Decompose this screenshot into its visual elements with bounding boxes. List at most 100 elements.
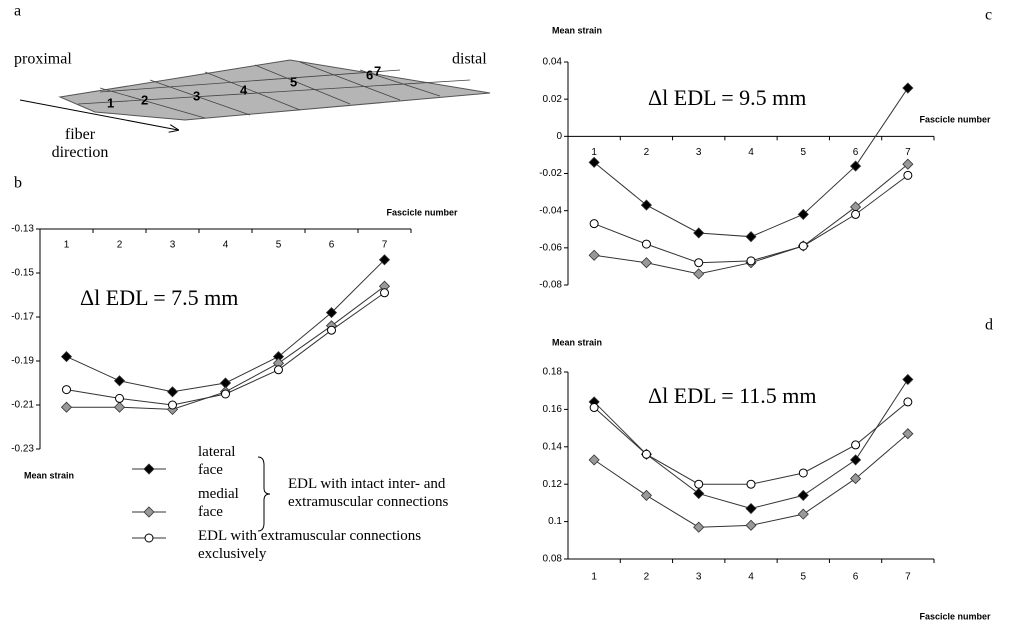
data-point	[115, 393, 124, 403]
annotation: Δl EDL = 9.5 mm	[648, 85, 806, 110]
y-axis-label: Mean strain	[24, 470, 74, 480]
series-line	[593, 87, 909, 238]
y-tick-label: -0.13	[11, 224, 34, 235]
legend-brace	[257, 456, 271, 532]
data-point	[693, 521, 705, 533]
muscle-diagram	[19, 59, 491, 130]
data-point	[798, 468, 808, 478]
legend-label: EDL with extramuscular connections exclus…	[198, 528, 421, 562]
data-point	[589, 219, 599, 229]
legend-marker	[143, 463, 155, 475]
data-point	[850, 454, 862, 466]
data-point	[851, 440, 861, 450]
x-tick-label: 6	[853, 572, 859, 583]
data-point	[640, 489, 652, 501]
data-point	[221, 389, 230, 399]
data-point	[903, 397, 913, 407]
data-point	[902, 373, 914, 386]
y-tick-label: -0.02	[539, 168, 562, 179]
y-tick-label: -0.23	[11, 444, 34, 455]
x-tick-label: 7	[905, 147, 911, 158]
data-point	[902, 82, 914, 94]
data-point	[378, 254, 391, 266]
y-tick-label: -0.19	[11, 356, 34, 367]
y-tick-label: -0.08	[539, 280, 562, 291]
x-axis-label: Fascicle number	[919, 611, 991, 621]
data-point	[851, 209, 861, 219]
x-tick-label: 3	[696, 147, 702, 158]
data-point	[380, 288, 389, 298]
x-tick-label: 2	[117, 240, 123, 251]
data-point	[60, 401, 73, 413]
data-point	[327, 325, 336, 335]
data-point	[113, 375, 126, 387]
legend-marker	[144, 533, 154, 543]
x-tick-label: 2	[644, 147, 650, 158]
data-point	[589, 403, 599, 413]
data-point	[745, 502, 757, 515]
data-point	[274, 365, 283, 375]
x-tick-label: 4	[748, 572, 754, 583]
data-point	[902, 428, 914, 440]
y-tick-label: 0.12	[543, 479, 563, 490]
data-point	[693, 268, 705, 280]
data-point	[902, 158, 914, 170]
data-point	[113, 401, 126, 413]
x-tick-label: 5	[801, 147, 807, 158]
fascicle-number: 7	[374, 63, 381, 78]
x-tick-label: 1	[64, 240, 70, 251]
data-point	[641, 239, 651, 249]
panel-label: b	[14, 175, 22, 192]
data-point	[797, 489, 809, 501]
data-point	[850, 160, 862, 172]
data-point	[166, 386, 179, 398]
data-point	[694, 479, 704, 489]
data-point	[588, 156, 600, 168]
x-tick-label: 6	[853, 147, 859, 158]
fascicle-number: 1	[107, 95, 114, 110]
y-tick-label: 0.14	[543, 441, 563, 452]
fascicle-number: 6	[366, 67, 373, 82]
data-point	[640, 257, 652, 269]
diagram-label: distal	[452, 51, 487, 68]
diagram-label: fiber direction	[52, 126, 109, 161]
data-point	[850, 473, 862, 485]
data-point	[693, 487, 705, 500]
y-tick-label: 0.1	[548, 516, 562, 527]
x-tick-label: 1	[591, 147, 597, 158]
data-point	[325, 307, 338, 319]
diagram-label: proximal	[14, 51, 72, 68]
data-point	[797, 508, 809, 520]
panel-label: c	[985, 7, 992, 24]
fascicle-number: 4	[240, 82, 248, 97]
data-point	[798, 241, 808, 251]
fascicle-number: 2	[141, 92, 148, 107]
fascicle-number: 5	[290, 74, 297, 89]
x-tick-label: 1	[591, 572, 597, 583]
x-tick-label: 4	[748, 147, 754, 158]
series-line	[593, 174, 909, 264]
annotation: Δl EDL = 7.5 mm	[80, 285, 238, 310]
data-point	[694, 258, 704, 268]
y-tick-label: 0	[556, 131, 562, 142]
y-axis-label: Mean strain	[552, 25, 602, 35]
panel-label: d	[985, 317, 993, 334]
legend-label: medial face	[198, 486, 239, 520]
x-tick-label: 7	[382, 240, 388, 251]
x-tick-label: 3	[170, 240, 176, 251]
data-point	[62, 385, 71, 395]
data-point	[746, 479, 756, 489]
x-tick-label: 5	[801, 572, 807, 583]
y-tick-label: 0.08	[543, 554, 563, 565]
data-point	[588, 249, 600, 261]
x-tick-label: 2	[644, 572, 650, 583]
panel-label: a	[14, 3, 21, 20]
series-line	[593, 401, 909, 485]
y-tick-label: -0.06	[539, 242, 562, 253]
x-axis-label: Fascicle number	[919, 114, 991, 124]
x-tick-label: 7	[905, 572, 911, 583]
data-point	[903, 170, 913, 180]
annotation: Δl EDL = 11.5 mm	[648, 383, 817, 408]
x-axis-label: Fascicle number	[386, 207, 458, 217]
